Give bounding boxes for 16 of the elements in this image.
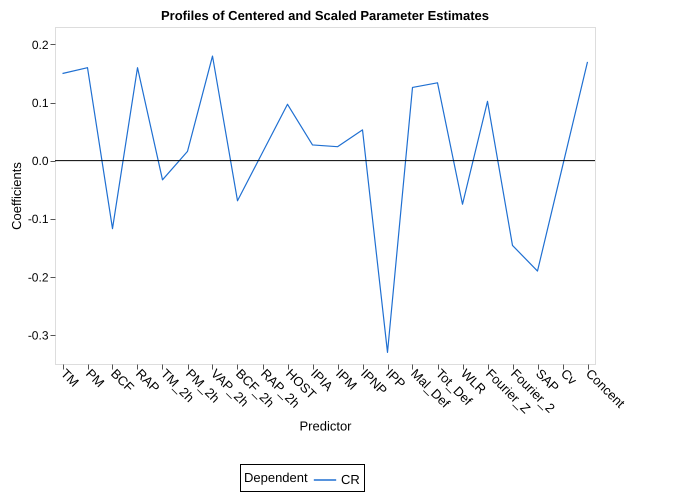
y-tick-label: -0.3 <box>28 328 49 342</box>
y-tick-label: -0.1 <box>28 212 49 226</box>
y-tick-label: 0.0 <box>32 154 49 168</box>
x-tick-label: Cv <box>558 366 580 388</box>
line-series <box>62 55 588 353</box>
y-tick-label: 0.2 <box>32 38 49 52</box>
legend-label: CR <box>341 472 360 487</box>
x-tick-label: TM <box>58 366 82 390</box>
x-tick-label: PM <box>83 366 108 390</box>
legend-title: Dependent <box>244 470 308 485</box>
y-tick-label: 0.1 <box>32 96 49 110</box>
chart-title: Profiles of Centered and Scaled Parameter Estimates <box>160 8 490 23</box>
x-tick-label: IPM <box>333 366 360 393</box>
y-tick-label: -0.2 <box>28 270 49 284</box>
x-axis-title: Predictor <box>299 418 352 434</box>
y-axis-title: Coefficients <box>8 162 24 230</box>
